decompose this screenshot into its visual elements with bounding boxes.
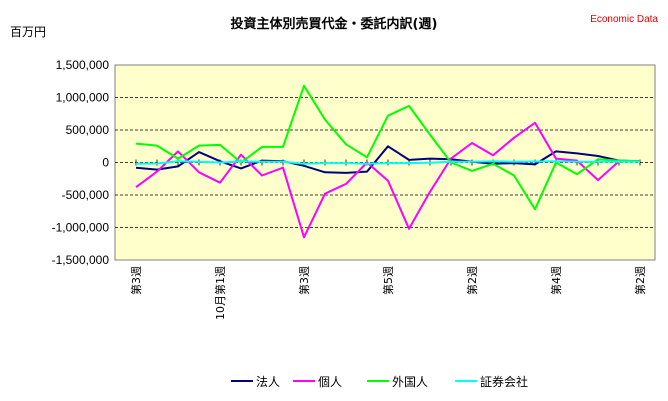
unit-label: 百万円 [10,25,46,39]
y-tick-label: -500,000 [62,188,110,202]
y-tick-label: 1,000,000 [56,91,110,105]
x-tick-label: 第4週 [549,266,563,295]
y-tick-label: -1,000,000 [52,221,110,235]
x-tick-label: 第2週 [465,266,479,295]
x-tick-label: 第2週 [633,266,647,295]
x-tick-label: 第3週 [129,266,143,295]
series-line [135,84,641,211]
series-line [135,145,641,174]
y-axis-ticks: 1,500,000 1,000,000 500,000 0 -500,000 -1,000… [52,58,110,267]
x-tick-label: 10月第1週 [213,266,227,320]
series-line [135,121,640,239]
y-tick-label: 0 [102,156,109,170]
series-line [135,160,640,165]
x-tick-label: 第5週 [381,266,395,295]
chart-title: 投資主体別売買代金・委託内訳(週) [231,16,438,32]
source-label: Economic Data [590,14,658,25]
legend-label: 外国人 [392,375,428,389]
legend-label: 個人 [318,375,342,389]
legend-label: 法人 [256,375,280,389]
y-tick-label: 1,500,000 [56,58,110,72]
x-tick-label: 第3週 [297,266,311,295]
y-tick-label: -1,500,000 [52,253,110,267]
legend: 法人 個人 外国人 証券会社 [231,374,528,389]
series-lines [135,84,641,239]
legend-label: 証券会社 [480,374,528,389]
y-tick-label: 500,000 [66,123,110,137]
